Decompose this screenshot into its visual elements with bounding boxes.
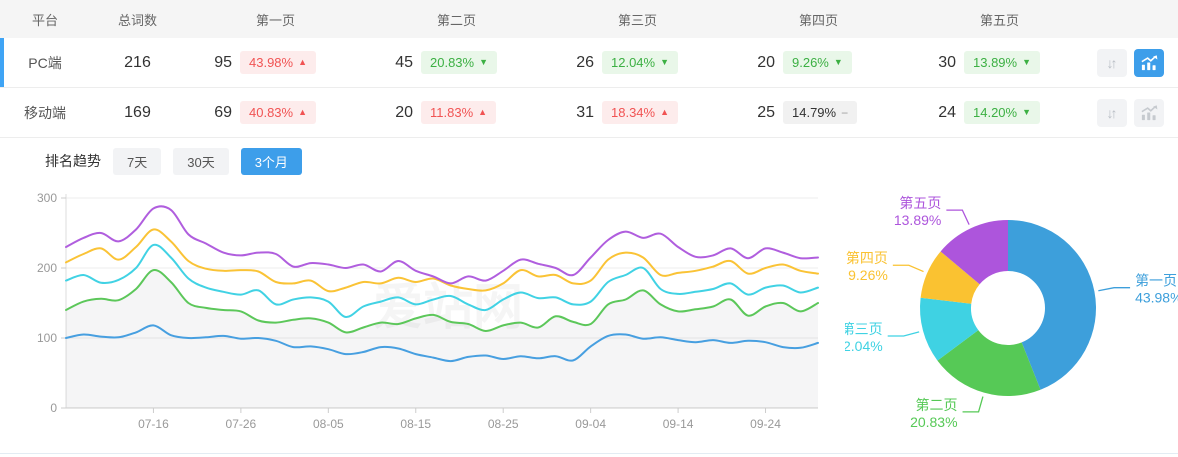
page-count: 95 [214, 53, 232, 71]
page-count: 31 [576, 103, 594, 121]
trend-chart-button[interactable] [1134, 98, 1164, 127]
svg-text:9.26%: 9.26% [848, 267, 888, 283]
svg-text:爱站网: 爱站网 [373, 279, 523, 335]
svg-text:300: 300 [37, 191, 57, 205]
svg-text:09-24: 09-24 [750, 417, 781, 431]
platform-label: PC端 [28, 54, 62, 71]
svg-text:100: 100 [37, 331, 57, 345]
change-badge: 12.04% ▼ [602, 51, 679, 74]
sort-button[interactable]: ↓↑ [1097, 98, 1127, 127]
rank-table: 平台 总词数 第一页 第二页 第三页 第四页 第五页 PC端 216 95 43… [0, 0, 1178, 138]
page5-cell: 24 14.20% ▼ [909, 101, 1090, 124]
change-badge: 20.83% ▼ [421, 51, 498, 74]
trend-icon [1141, 54, 1158, 70]
rank-trend-line-chart: 爱站网 0 100 200 300 07-16 07-26 08-05 08-15 08-25 09… [18, 186, 833, 453]
sort-button[interactable]: ↓↑ [1097, 48, 1127, 77]
trend-icon [1141, 104, 1158, 120]
page-count: 30 [938, 53, 956, 71]
svg-text:第二页: 第二页 [916, 397, 958, 413]
svg-text:08-25: 08-25 [488, 417, 519, 431]
row-actions: ↓↑ [1090, 98, 1178, 127]
change-badge: 11.83% ▲ [421, 101, 497, 124]
svg-text:07-16: 07-16 [138, 417, 169, 431]
page3-cell: 31 18.34% ▲ [547, 101, 728, 124]
line-chart-canvas: 爱站网 0 100 200 300 07-16 07-26 08-05 08-15 08-25 09… [37, 191, 819, 431]
sort-icon: ↓↑ [1106, 54, 1118, 71]
header-page-2: 第二页 [436, 12, 476, 28]
page1-cell: 69 40.83% ▲ [185, 101, 366, 124]
svg-text:200: 200 [37, 261, 57, 275]
trend-title: 排名趋势 [45, 153, 101, 169]
page-count: 25 [757, 103, 775, 121]
table-row-pc[interactable]: PC端 216 95 43.98% ▲ 45 20.83% ▼ 26 12.04% ▼… [0, 38, 1178, 88]
page2-cell: 45 20.83% ▼ [366, 51, 547, 74]
change-badge: 43.98% ▲ [240, 51, 317, 74]
svg-text:09-04: 09-04 [575, 417, 606, 431]
svg-text:13.89%: 13.89% [894, 212, 941, 228]
svg-text:12.04%: 12.04% [845, 338, 883, 354]
trend-toolbar: 排名趋势 7天 30天 3个月 [0, 138, 1178, 184]
sort-icon: ↓↑ [1106, 104, 1118, 121]
svg-text:0: 0 [50, 401, 57, 415]
svg-text:07-26: 07-26 [226, 417, 257, 431]
page4-cell: 25 14.79% − [728, 101, 909, 124]
header-platform: 平台 [31, 12, 58, 28]
svg-text:09-14: 09-14 [663, 417, 694, 431]
svg-text:第五页: 第五页 [899, 195, 941, 211]
page-count: 69 [214, 103, 232, 121]
tab-7days[interactable]: 7天 [113, 147, 162, 175]
header-total-words: 总词数 [117, 12, 157, 28]
table-header-row: 平台 总词数 第一页 第二页 第三页 第四页 第五页 [0, 0, 1178, 38]
header-page-5: 第五页 [979, 12, 1019, 28]
page-count: 20 [757, 53, 775, 71]
table-row-mobile[interactable]: 移动端 169 69 40.83% ▲ 20 11.83% ▲ 31 18.34% ▲… [0, 88, 1178, 138]
header-page-4: 第四页 [798, 12, 838, 28]
svg-text:20.83%: 20.83% [910, 414, 957, 430]
tab-3months[interactable]: 3个月 [240, 147, 302, 175]
page-count: 26 [576, 53, 594, 71]
page1-cell: 95 43.98% ▲ [185, 51, 366, 74]
header-page-1: 第一页 [255, 12, 295, 28]
row-actions: ↓↑ [1090, 48, 1178, 77]
change-badge: 13.89% ▼ [964, 51, 1041, 74]
header-page-3: 第三页 [617, 12, 657, 28]
change-badge: 18.34% ▲ [602, 101, 679, 124]
total-words-value: 169 [124, 103, 151, 121]
page5-cell: 30 13.89% ▼ [909, 51, 1090, 74]
trend-chart-button[interactable] [1134, 48, 1164, 77]
page-count: 24 [938, 103, 956, 121]
total-words-value: 216 [124, 53, 151, 71]
page4-cell: 20 9.26% ▼ [728, 51, 909, 74]
svg-text:08-05: 08-05 [313, 417, 344, 431]
svg-text:43.98%: 43.98% [1135, 290, 1178, 306]
page-count: 20 [395, 103, 413, 121]
change-badge: 14.79% − [783, 101, 858, 124]
change-badge: 9.26% ▼ [783, 51, 852, 74]
svg-text:第四页: 第四页 [846, 250, 888, 266]
svg-text:08-15: 08-15 [400, 417, 431, 431]
change-badge: 14.20% ▼ [964, 101, 1041, 124]
page2-cell: 20 11.83% ▲ [366, 101, 547, 124]
svg-text:第三页: 第三页 [845, 321, 883, 337]
page3-cell: 26 12.04% ▼ [547, 51, 728, 74]
change-badge: 40.83% ▲ [240, 101, 317, 124]
page-count: 45 [395, 53, 413, 71]
svg-text:第一页: 第一页 [1135, 273, 1177, 289]
platform-label: 移动端 [24, 104, 66, 121]
tab-30days[interactable]: 30天 [173, 147, 229, 175]
